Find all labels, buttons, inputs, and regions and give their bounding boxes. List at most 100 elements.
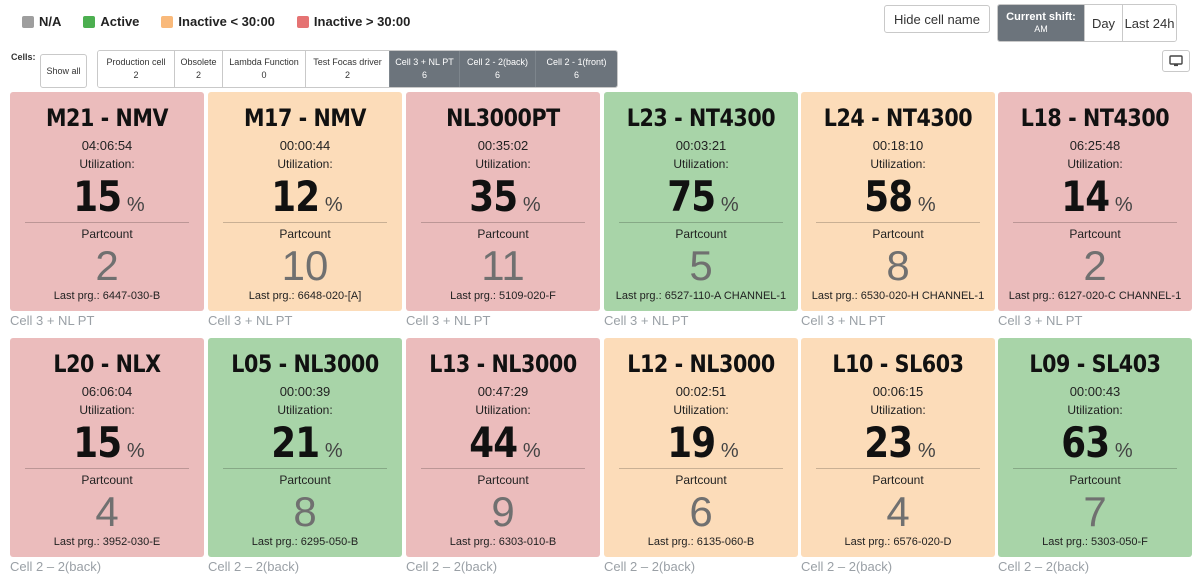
machine-name: M17 - NMV <box>243 104 367 132</box>
machine-card-wrap: L12 - NL3000 00:02:51 Utilization: 19% P… <box>604 338 798 574</box>
partcount-value: 4 <box>95 488 119 535</box>
partcount-label: Partcount <box>279 473 331 487</box>
machine-card[interactable]: M17 - NMV 00:00:44 Utilization: 12% Part… <box>208 92 402 311</box>
utilization-label: Utilization: <box>79 157 135 171</box>
cell-filter-count: 2 <box>133 70 139 80</box>
machine-name: L18 - NT4300 <box>1020 104 1170 132</box>
machine-card[interactable]: L18 - NT4300 06:25:48 Utilization: 14% P… <box>998 92 1192 311</box>
legend-active: Active <box>83 14 139 29</box>
cell-filter-name: Cell 2 - 2(back) <box>466 56 529 67</box>
legend-na: N/A <box>22 14 61 29</box>
card-divider <box>223 222 387 223</box>
machine-name: L12 - NL3000 <box>627 350 775 378</box>
machine-card[interactable]: L12 - NL3000 00:02:51 Utilization: 19% P… <box>604 338 798 557</box>
utilization-number: 58 <box>864 172 914 221</box>
utilization-number: 19 <box>667 418 717 467</box>
partcount-value: 10 <box>281 242 329 289</box>
utilization-number: 12 <box>271 172 321 221</box>
cell-filter-cell2-back[interactable]: Cell 2 - 2(back) 6 <box>459 51 535 87</box>
last-program: Last prg.: 6530-020-H CHANNEL-1 <box>811 290 985 302</box>
card-divider <box>816 222 980 223</box>
card-divider <box>25 468 189 469</box>
machine-card-wrap: L20 - NLX 06:06:04 Utilization: 15% Part… <box>10 338 204 574</box>
utilization-value: 19% <box>604 418 798 468</box>
partcount-value: 5 <box>689 242 713 289</box>
machine-name: L09 - SL403 <box>1029 350 1161 378</box>
cell-filter-lambda-function[interactable]: Lambda Function 0 <box>222 51 305 87</box>
cell-filter-obsolete[interactable]: Obsolete 2 <box>174 51 222 87</box>
machine-card[interactable]: L13 - NL3000 00:47:29 Utilization: 44% P… <box>406 338 600 557</box>
utilization-value: 75% <box>604 172 798 222</box>
partcount-value: 9 <box>491 488 515 535</box>
machine-card[interactable]: L05 - NL3000 00:00:39 Utilization: 21% P… <box>208 338 402 557</box>
show-all-button[interactable]: Show all <box>40 54 87 88</box>
partcount-label: Partcount <box>279 227 331 241</box>
partcount-label: Partcount <box>1069 227 1121 241</box>
machine-card[interactable]: L23 - NT4300 00:03:21 Utilization: 75% P… <box>604 92 798 311</box>
machine-cell-name: Cell 3 + NL PT <box>10 313 95 328</box>
last-24h-button[interactable]: Last 24h <box>1122 5 1176 41</box>
machine-card[interactable]: L24 - NT4300 00:18:10 Utilization: 58% P… <box>801 92 995 311</box>
partcount-label: Partcount <box>675 473 727 487</box>
status-legend: N/A Active Inactive < 30:00 Inactive > 3… <box>22 14 410 29</box>
machine-cell-name: Cell 3 + NL PT <box>604 313 689 328</box>
cell-filter-name: Cell 2 - 1(front) <box>546 56 607 67</box>
partcount-value: 11 <box>481 242 525 289</box>
last-program: Last prg.: 6576-020-D <box>844 536 952 548</box>
percent-sign: % <box>126 440 145 462</box>
machine-timer: 00:00:43 <box>1069 384 1121 399</box>
hide-cell-name-button[interactable]: Hide cell name <box>884 5 990 33</box>
partcount-label: Partcount <box>477 227 529 241</box>
partcount-label: Partcount <box>675 227 727 241</box>
current-shift-button[interactable]: Current shift: AM <box>998 5 1084 41</box>
machine-card[interactable]: L20 - NLX 06:06:04 Utilization: 15% Part… <box>10 338 204 557</box>
machine-name: M21 - NMV <box>45 104 169 132</box>
cell-filter-name: Production cell <box>106 56 166 67</box>
machine-cell-name: Cell 2 – 2(back) <box>998 559 1090 574</box>
partcount-value: 4 <box>886 488 910 535</box>
machine-card[interactable]: NL3000PT 00:35:02 Utilization: 35% Partc… <box>406 92 600 311</box>
utilization-label: Utilization: <box>79 403 135 417</box>
utilization-number: 75 <box>667 172 717 221</box>
partcount-label: Partcount <box>1069 473 1121 487</box>
machine-name: NL3000PT <box>446 104 560 132</box>
utilization-value: 15% <box>10 172 204 222</box>
card-divider <box>1013 222 1177 223</box>
partcount-label: Partcount <box>872 473 924 487</box>
cell-filter-test-focas-driver[interactable]: Test Focas driver 2 <box>305 51 389 87</box>
card-divider <box>421 468 585 469</box>
utilization-number: 63 <box>1061 418 1111 467</box>
machine-timer: 00:00:44 <box>279 138 331 153</box>
cell-filter-cell3-nlpt[interactable]: Cell 3 + NL PT 6 <box>389 51 459 87</box>
machine-card[interactable]: L09 - SL403 00:00:43 Utilization: 63% Pa… <box>998 338 1192 557</box>
cell-filter-count: 0 <box>261 70 267 80</box>
machine-card[interactable]: L10 - SL603 00:06:15 Utilization: 23% Pa… <box>801 338 995 557</box>
machine-card[interactable]: M21 - NMV 04:06:54 Utilization: 15% Part… <box>10 92 204 311</box>
machine-name: L05 - NL3000 <box>231 350 379 378</box>
last-program: Last prg.: 5109-020-F <box>450 290 556 302</box>
cell-filter-cell2-front[interactable]: Cell 2 - 1(front) 6 <box>535 51 617 87</box>
fullscreen-monitor-button[interactable] <box>1162 50 1190 72</box>
card-divider <box>223 468 387 469</box>
machine-timer: 00:35:02 <box>477 138 529 153</box>
cell-filter-production-cell[interactable]: Production cell 2 <box>98 51 174 87</box>
percent-sign: % <box>1114 194 1133 216</box>
partcount-value: 6 <box>689 488 713 535</box>
machine-cell-name: Cell 2 – 2(back) <box>801 559 893 574</box>
machine-cell-name: Cell 3 + NL PT <box>998 313 1083 328</box>
cell-filter-count: 2 <box>195 70 201 80</box>
machine-name: L10 - SL603 <box>832 350 964 378</box>
last-program: Last prg.: 6295-050-B <box>251 536 359 548</box>
partcount-label: Partcount <box>872 227 924 241</box>
machine-timer: 00:00:39 <box>279 384 331 399</box>
utilization-value: 14% <box>998 172 1192 222</box>
utilization-value: 63% <box>998 418 1192 468</box>
partcount-value: 8 <box>293 488 317 535</box>
machine-cell-name: Cell 2 – 2(back) <box>10 559 102 574</box>
percent-sign: % <box>324 440 343 462</box>
legend-label: Inactive < 30:00 <box>178 14 275 29</box>
day-button[interactable]: Day <box>1084 5 1122 41</box>
partcount-value: 2 <box>95 242 119 289</box>
machine-cell-name: Cell 3 + NL PT <box>406 313 491 328</box>
percent-sign: % <box>917 194 936 216</box>
